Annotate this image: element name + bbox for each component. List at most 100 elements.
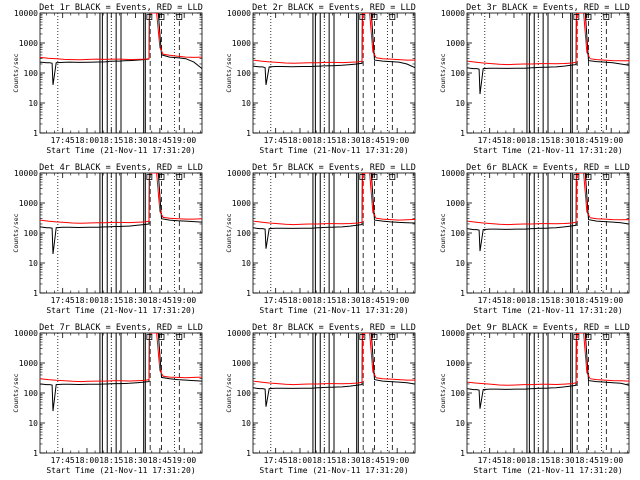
interval-marker [146, 14, 153, 20]
y-tick-label: 1000 [446, 199, 465, 208]
x-tick-label: 19:00 [172, 296, 196, 305]
y-tick-label: 10000 [441, 169, 465, 178]
y-tick-label: 100 [237, 69, 252, 78]
events-series-line [253, 333, 415, 407]
y-tick-label: 100 [451, 389, 466, 398]
panel-title: Det 2r BLACK = Events, RED = LLD [252, 3, 416, 13]
lld-series-line [40, 333, 202, 383]
x-axis-label: Start Time (21-Nov-11 17:31:20) [259, 306, 408, 315]
events-series-line [40, 333, 202, 412]
plot-data [467, 13, 629, 133]
panel-title: Det 5r BLACK = Events, RED = LLD [252, 163, 416, 173]
y-tick-label: 10 [28, 259, 38, 268]
y-tick-label: 10000 [227, 329, 251, 338]
y-tick-label: 1000 [19, 39, 38, 48]
x-tick-label: 18:45 [575, 296, 599, 305]
x-tick-label: 18:30 [551, 456, 575, 465]
y-tick-label: 10000 [441, 9, 465, 18]
panel-4: Det 4r BLACK = Events, RED = LLD 1 10 100 10… [12, 163, 203, 315]
x-tick-label: 18:45 [148, 456, 172, 465]
interval-marker [585, 174, 592, 180]
x-tick-label: 17:45 [51, 136, 75, 145]
lld-series-line [253, 173, 415, 226]
y-tick-label: 10 [28, 419, 38, 428]
panel-1: Det 1r BLACK = Events, RED = LLD 1 10 100 10… [12, 3, 203, 155]
interval-marker [176, 334, 183, 340]
x-tick-label: 19:00 [599, 136, 623, 145]
events-series-line [40, 173, 202, 255]
panel-title: Det 6r BLACK = Events, RED = LLD [466, 163, 630, 173]
events-series-line [467, 173, 629, 252]
x-tick-label: 18:30 [124, 456, 148, 465]
x-tick-label: 18:15 [526, 136, 550, 145]
y-tick-label: 1 [33, 449, 38, 458]
x-axis-label: Start Time (21-Nov-11 17:31:20) [46, 466, 195, 475]
interval-marker [176, 14, 183, 20]
y-tick-label: 1 [33, 289, 38, 298]
plot-data [253, 173, 415, 293]
x-tick-label: 19:00 [385, 296, 409, 305]
x-tick-label: 17:45 [51, 456, 75, 465]
x-tick-label: 17:45 [478, 296, 502, 305]
y-axis-label: Counts/sec [439, 213, 447, 252]
plot-data [253, 333, 415, 453]
x-axis-label: Start Time (21-Nov-11 17:31:20) [473, 306, 622, 315]
y-axis-label: Counts/sec [12, 53, 20, 92]
y-tick-label: 1000 [19, 199, 38, 208]
y-axis-label: Counts/sec [12, 213, 20, 252]
y-tick-label: 1000 [19, 359, 38, 368]
plot-data [253, 13, 415, 133]
interval-marker [389, 334, 396, 340]
x-tick-label: 18:45 [148, 296, 172, 305]
interval-marker [389, 174, 396, 180]
plot-data [40, 173, 202, 293]
panel-title: Det 3r BLACK = Events, RED = LLD [466, 3, 630, 13]
y-axis-label: Counts/sec [225, 213, 233, 252]
interval-marker [371, 334, 378, 340]
events-series-line [467, 333, 629, 409]
y-tick-label: 10 [28, 99, 38, 108]
x-tick-label: 19:00 [172, 456, 196, 465]
panel-2: Det 2r BLACK = Events, RED = LLD 1 10 100 10… [225, 3, 416, 155]
y-tick-label: 1000 [232, 39, 251, 48]
interval-marker [371, 174, 378, 180]
interval-marker [359, 174, 366, 180]
x-axis-label: Start Time (21-Nov-11 17:31:20) [473, 466, 622, 475]
lld-series-line [253, 13, 415, 64]
y-tick-label: 10000 [14, 329, 38, 338]
y-tick-label: 100 [451, 229, 466, 238]
x-tick-label: 18:00 [75, 296, 99, 305]
x-tick-label: 17:45 [478, 136, 502, 145]
x-tick-label: 18:45 [361, 296, 385, 305]
y-axis-label: Counts/sec [12, 373, 20, 412]
x-tick-label: 18:00 [502, 296, 526, 305]
x-tick-label: 19:00 [599, 296, 623, 305]
panel-8: Det 8r BLACK = Events, RED = LLD 1 10 100 10… [225, 323, 416, 475]
panel-title: Det 7r BLACK = Events, RED = LLD [39, 323, 203, 333]
x-tick-label: 18:30 [337, 296, 361, 305]
y-tick-label: 10000 [441, 329, 465, 338]
y-tick-label: 100 [24, 69, 39, 78]
y-tick-label: 1000 [232, 199, 251, 208]
x-tick-label: 19:00 [385, 456, 409, 465]
y-tick-label: 1 [460, 289, 465, 298]
x-tick-label: 18:30 [551, 136, 575, 145]
x-tick-label: 18:15 [526, 296, 550, 305]
x-tick-label: 18:45 [575, 456, 599, 465]
interval-marker [389, 14, 396, 20]
x-tick-label: 18:00 [288, 296, 312, 305]
interval-marker [158, 174, 165, 180]
panel-title: Det 1r BLACK = Events, RED = LLD [39, 3, 203, 13]
x-tick-label: 18:30 [124, 136, 148, 145]
x-tick-label: 18:15 [312, 296, 336, 305]
y-tick-label: 10 [241, 419, 251, 428]
events-series-line [253, 13, 415, 85]
panel-title: Det 8r BLACK = Events, RED = LLD [252, 323, 416, 333]
x-tick-label: 19:00 [385, 136, 409, 145]
y-tick-label: 10000 [227, 9, 251, 18]
panel-5: Det 5r BLACK = Events, RED = LLD 1 10 100 10… [225, 163, 416, 315]
panel-title: Det 9r BLACK = Events, RED = LLD [466, 323, 630, 333]
x-tick-label: 18:15 [526, 456, 550, 465]
interval-marker [176, 174, 183, 180]
panel-title: Det 4r BLACK = Events, RED = LLD [39, 163, 203, 173]
